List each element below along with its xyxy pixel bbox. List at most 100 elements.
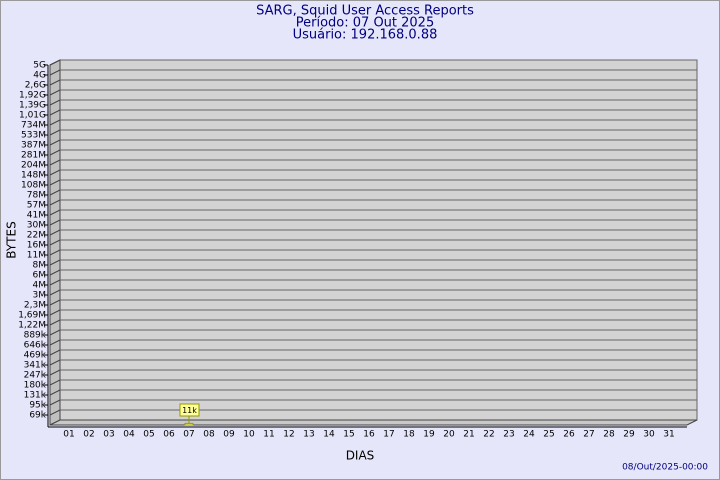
grid-line [49, 389, 61, 396]
y-tick-label: 4M [33, 281, 47, 291]
x-tick-label: 30 [643, 430, 655, 440]
bar [184, 422, 194, 426]
y-tick-label: 1,22M [18, 321, 46, 331]
y-tick-label: 22M [27, 231, 46, 241]
grid-line [49, 59, 61, 66]
grid-line [49, 399, 61, 406]
grid-line [49, 319, 61, 326]
x-tick-label: 11 [263, 430, 274, 440]
y-tick-label: 69k [29, 411, 46, 421]
y-tick-label: 2,6G [25, 81, 46, 91]
x-tick-label: 29 [623, 430, 635, 440]
chart-subtitle: Usuário: 192.168.0.88 [293, 28, 438, 43]
x-tick-label: 28 [603, 430, 615, 440]
grid-line [49, 329, 61, 336]
y-tick-label: 387M [21, 141, 46, 151]
y-tick-label: 108M [21, 181, 46, 191]
grid-line [49, 409, 61, 416]
y-tick-label: 646k [24, 341, 47, 351]
x-tick-label: 24 [523, 430, 535, 440]
x-tick-label: 13 [303, 430, 314, 440]
grid-line [49, 159, 61, 166]
timestamp: 08/Out/2025-00:00 [622, 463, 708, 473]
x-tick-label: 22 [483, 430, 494, 440]
grid-line [49, 349, 61, 356]
grid-line [49, 89, 61, 96]
x-tick-label: 17 [383, 430, 394, 440]
grid-line [49, 179, 61, 186]
x-tick-label: 14 [323, 430, 335, 440]
y-tick-label: 469k [24, 351, 47, 361]
x-tick-label: 19 [423, 430, 435, 440]
x-tick-label: 15 [343, 430, 354, 440]
y-tick-label: 180k [24, 381, 47, 391]
x-tick-label: 27 [583, 430, 594, 440]
x-tick-label: 10 [243, 430, 255, 440]
x-axis-label: DIAS [346, 449, 375, 463]
x-tick-label: 23 [503, 430, 514, 440]
y-tick-label: 16M [27, 241, 46, 251]
y-tick-label: 533M [21, 131, 46, 141]
grid-line [49, 69, 61, 76]
grid-line [49, 189, 61, 196]
x-tick-label: 07 [183, 430, 194, 440]
x-tick-label: 06 [163, 430, 175, 440]
x-tick-label: 09 [223, 430, 235, 440]
grid-line [49, 269, 61, 276]
y-tick-label: 11M [27, 251, 46, 261]
grid-line [49, 309, 61, 316]
grid-line [49, 369, 61, 376]
y-tick-label: 30M [27, 221, 46, 231]
grid-line [49, 299, 61, 306]
y-tick-label: 889k [24, 331, 47, 341]
grid-line [49, 379, 61, 386]
y-tick-label: 6M [33, 271, 47, 281]
grid-line [49, 119, 61, 126]
grid-line [49, 149, 61, 156]
grid-line [49, 129, 61, 136]
y-tick-label: 2,3M [24, 301, 46, 311]
x-tick-label: 16 [363, 430, 375, 440]
y-tick-label: 148M [21, 171, 46, 181]
x-tick-label: 02 [83, 430, 94, 440]
grid-line [49, 169, 61, 176]
y-tick-label: 78M [27, 191, 46, 201]
x-tick-label: 05 [143, 430, 154, 440]
x-tick-label: 26 [563, 430, 575, 440]
grid-line [49, 259, 61, 266]
y-tick-label: 341k [24, 361, 47, 371]
x-tick-label: 12 [283, 430, 294, 440]
y-tick-label: 57M [27, 201, 46, 211]
y-tick-label: 95k [29, 401, 46, 411]
grid-line [49, 279, 61, 286]
x-tick-label: 20 [443, 430, 455, 440]
grid-line [49, 289, 61, 296]
x-tick-label: 01 [63, 430, 74, 440]
grid-line [49, 99, 61, 106]
x-tick-label: 03 [103, 430, 114, 440]
x-tick-label: 18 [403, 430, 415, 440]
y-tick-label: 41M [27, 211, 46, 221]
y-tick-label: 734M [21, 121, 46, 131]
grid-line [49, 359, 61, 366]
y-tick-label: 204M [21, 161, 46, 171]
grid-line [49, 229, 61, 236]
x-tick-label: 25 [543, 430, 554, 440]
grid-line [49, 79, 61, 86]
y-tick-label: 5G [33, 61, 46, 71]
y-tick-label: 4G [33, 71, 46, 81]
x-tick-label: 04 [123, 430, 135, 440]
grid-line [49, 199, 61, 206]
grid-line [49, 339, 61, 346]
y-axis-label: BYTES [5, 221, 19, 258]
value-label: 11k [182, 406, 197, 415]
y-tick-label: 8M [33, 261, 47, 271]
y-tick-label: 131k [24, 391, 47, 401]
chart-subtitle: Período: 07 Out 2025 [296, 16, 434, 31]
y-tick-label: 1,39G [19, 101, 46, 111]
y-tick-label: 1,92G [19, 91, 46, 101]
grid-line [49, 209, 61, 216]
grid-line [49, 239, 61, 246]
y-tick-label: 1,69M [18, 311, 46, 321]
